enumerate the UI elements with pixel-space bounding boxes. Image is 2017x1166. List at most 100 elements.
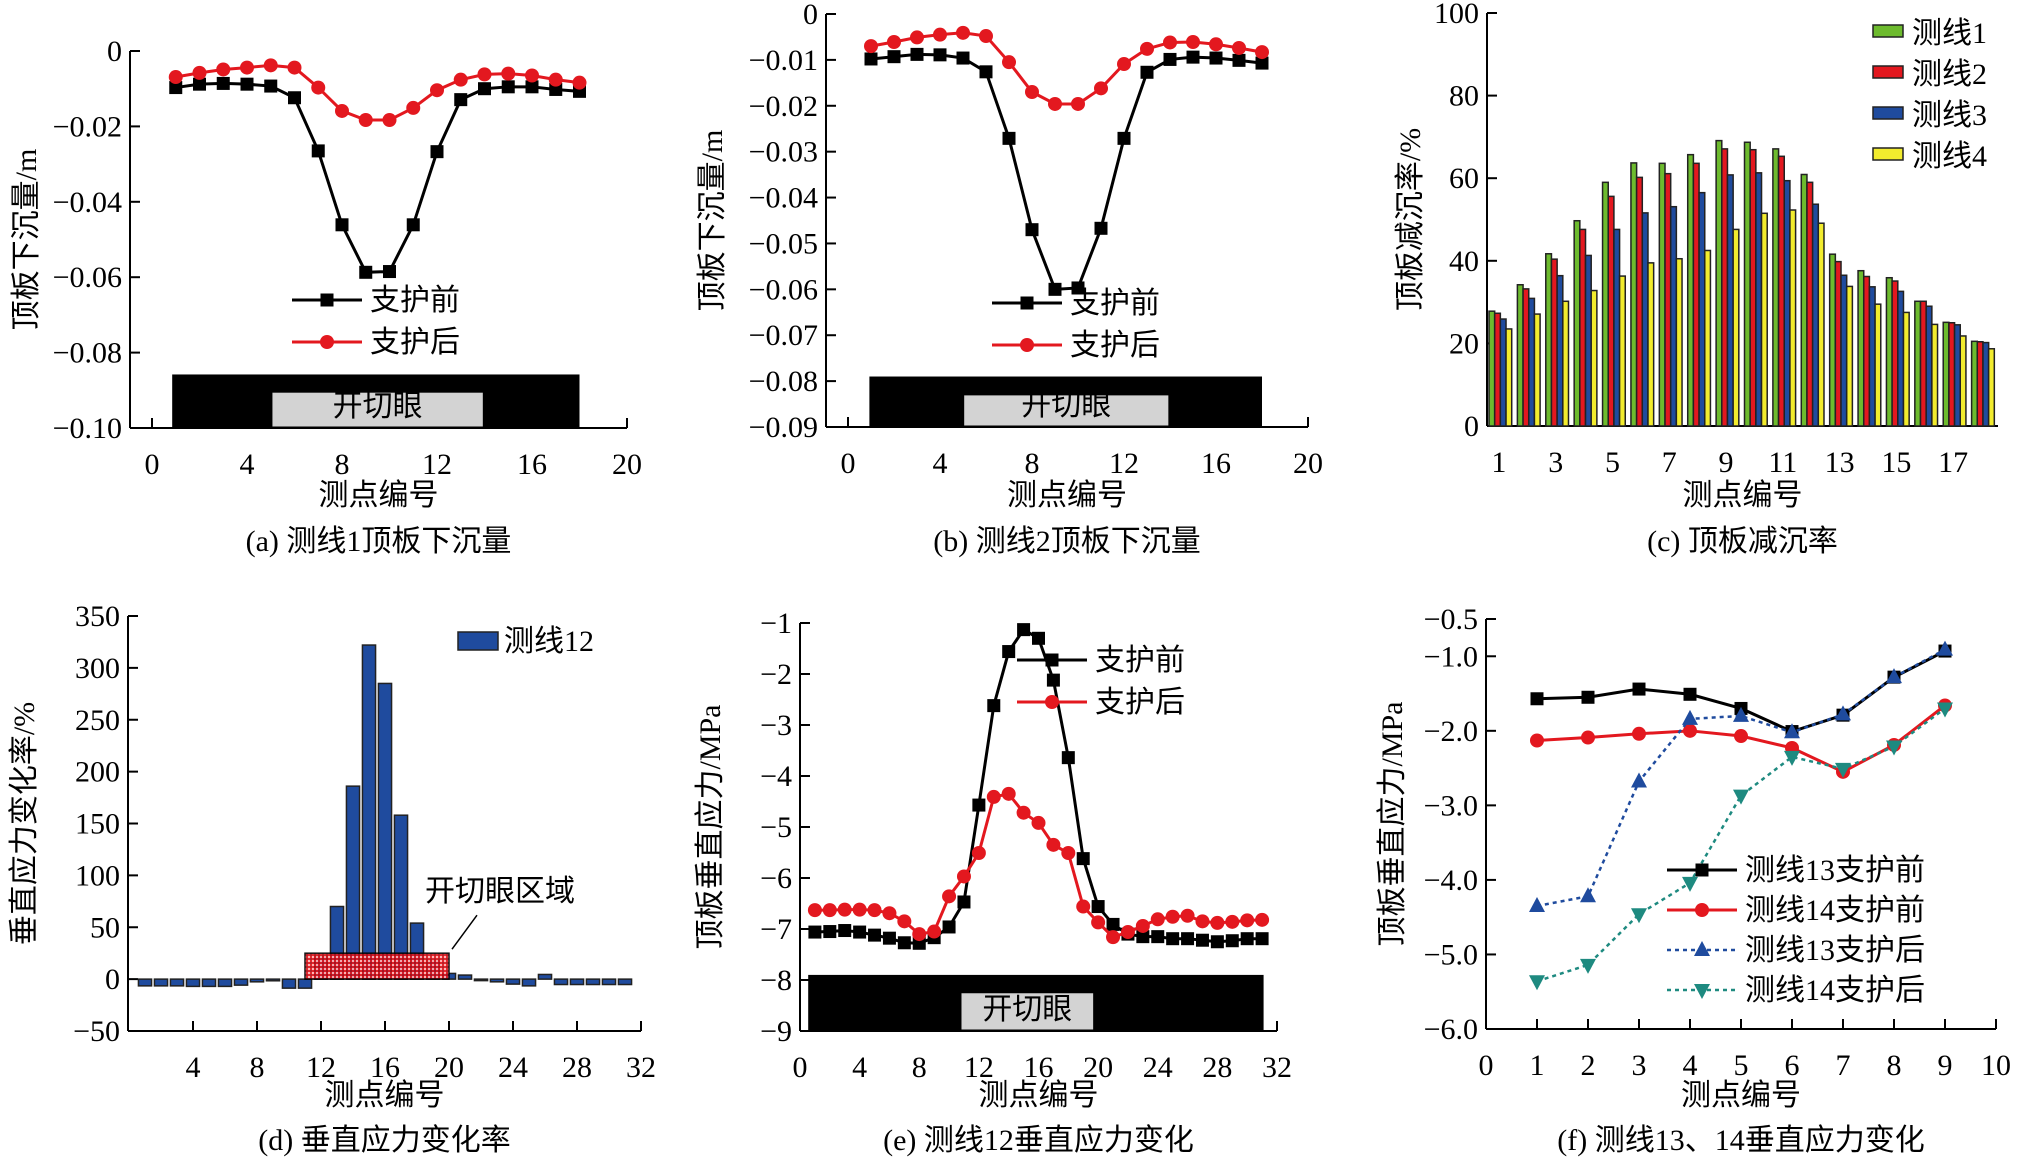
bar [1817,222,1825,427]
data-point [1209,51,1223,65]
data-point [1225,914,1240,929]
x-tick-label: 4 [852,1051,867,1084]
legend-label: 支护前 [1070,287,1160,320]
bar [537,973,553,980]
legend-label: 支护后 [1095,686,1185,719]
legend-marker [1020,296,1034,310]
data-point [1025,223,1039,237]
data-point [406,100,421,115]
y-tick-label: −0.10 [53,412,122,445]
data-point [956,869,971,884]
bar [1613,228,1621,427]
chart-panel-b: 0 −0.01 −0.02 −0.03 −0.04 −0.05 −0.06 −0.07 −0.0… [696,0,1323,558]
data-point [169,81,183,95]
open-cut-region [304,952,450,980]
data-point [1209,37,1223,52]
y-tick-label: −50 [73,1015,120,1048]
data-point [1683,723,1697,738]
x-tick-label: 0 [1479,1049,1494,1082]
y-tick-label: 0 [803,0,818,31]
data-point [1048,96,1062,111]
x-tick-label: 5 [1605,446,1620,479]
x-tick-label: 13 [1825,446,1855,479]
data-point [1733,789,1749,805]
data-point [972,798,986,812]
legend-marker [1045,695,1059,709]
legend-label: 测线13支护前 [1745,854,1925,887]
data-point [1186,50,1200,64]
x-tick-label: 9 [1938,1049,1953,1082]
bar [1726,174,1734,427]
data-point [1186,34,1200,49]
x-axis-label: 测点编号 [319,479,439,512]
data-point [933,27,947,42]
y-tick-label: −4.0 [1424,864,1478,897]
y-axis-label: 顶板下沉量/m [696,130,729,312]
data-point [1632,682,1646,696]
data-point [359,265,373,279]
data-point [430,83,444,98]
bar [1601,181,1609,427]
data-point [288,91,301,105]
x-tick-label: 3 [1548,446,1563,479]
bar [457,974,473,980]
bar [1527,297,1536,427]
data-point [1061,846,1076,861]
data-point [986,789,1001,804]
series-line [814,792,1263,939]
series-1 [169,76,586,279]
data-point [1255,56,1269,70]
bar [1533,313,1541,427]
y-tick-label: −0.06 [749,273,818,306]
data-point [192,65,207,80]
bar [1704,249,1712,427]
data-point [335,218,349,232]
bar [585,978,601,986]
data-point [1784,750,1800,766]
legend-label: 测线1 [1912,17,1987,50]
legend-swatch [1872,147,1904,161]
data-point [1240,932,1254,946]
chart-caption: (a) 测线1顶板下沉量 [246,525,512,558]
bar [233,978,249,986]
bar [569,978,585,986]
y-tick-label: −0.04 [749,182,818,215]
bar [1828,253,1837,427]
y-tick-label: −0.01 [749,44,818,77]
legend-label: 测线14支护后 [1745,974,1925,1007]
data-point [1046,837,1061,852]
y-tick-label: −0.09 [749,411,818,444]
x-tick-label: 17 [1938,446,1968,479]
data-point [897,936,911,950]
x-tick-label: 4 [240,448,255,481]
bar [377,682,393,980]
data-point [1163,52,1177,66]
data-point [287,60,302,75]
series-1 [1530,644,1952,739]
legend-marker [1695,863,1709,877]
y-tick-label: 300 [75,652,120,685]
x-tick-label: 5 [1734,1049,1749,1082]
bar [1953,324,1962,427]
bar [1692,162,1700,427]
bar [1579,228,1587,427]
legend-marker [1045,653,1059,667]
y-tick-label: −0.02 [53,110,122,143]
data-point [1165,909,1180,924]
bar [1545,253,1553,427]
y-tick-label: 50 [90,911,120,944]
data-point [525,68,539,83]
x-tick-label: 8 [912,1051,927,1084]
data-point [1106,930,1121,945]
x-tick-label: 7 [1836,1049,1851,1082]
data-point [572,75,587,90]
legend: 测线12 [457,625,594,658]
x-tick-label: 24 [1143,1051,1173,1084]
chart-caption: (d) 垂直应力变化率 [258,1124,510,1157]
bar [1635,176,1644,427]
x-tick-label: 28 [562,1051,592,1084]
x-tick-label: 20 [1083,1051,1113,1084]
data-point [311,80,326,95]
bar [1550,258,1558,427]
